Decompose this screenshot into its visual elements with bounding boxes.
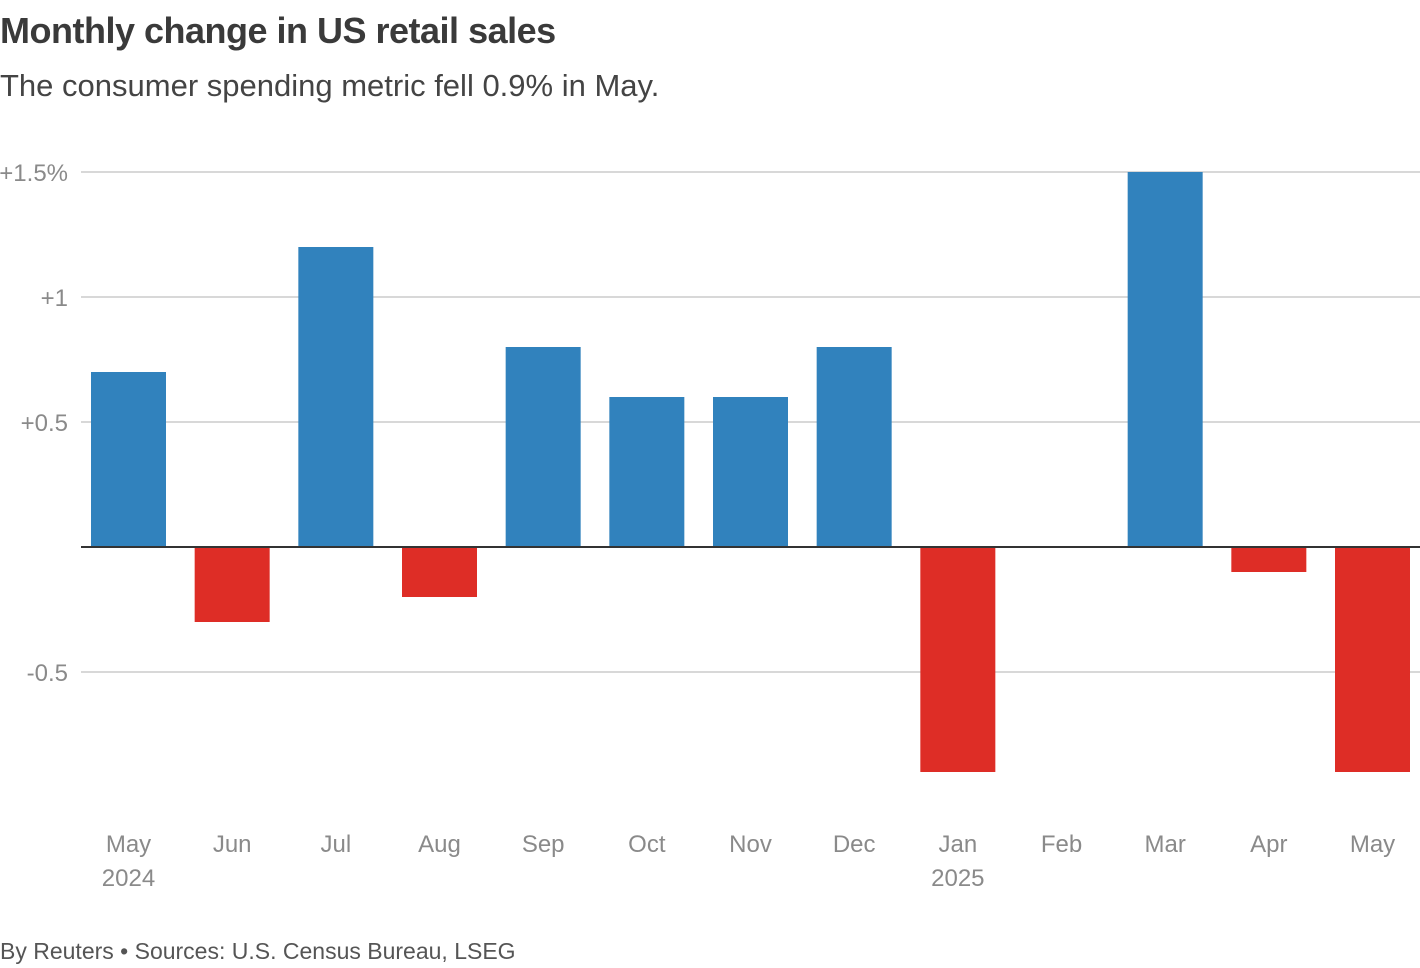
bar <box>1127 172 1203 547</box>
x-tick-label: Jun <box>213 831 252 858</box>
bar <box>91 372 166 547</box>
bar <box>1231 547 1307 572</box>
x-tick-label: Aug <box>418 831 461 858</box>
x-tick-label: Sep <box>522 831 565 858</box>
x-tick-label: Apr <box>1250 831 1287 858</box>
bar <box>298 247 374 547</box>
x-tick-label: Feb <box>1041 831 1082 858</box>
y-tick-label: +1 <box>41 285 68 312</box>
x-tick-label: Dec <box>833 831 876 858</box>
x-tick-label: 2024 <box>102 865 155 892</box>
bar <box>713 397 788 547</box>
x-tick-label: Nov <box>729 831 772 858</box>
bar <box>920 547 996 772</box>
x-tick-label: May <box>1350 831 1395 858</box>
y-tick-label: +0.5 <box>21 410 68 437</box>
x-tick-label: May <box>106 831 151 858</box>
x-tick-label: Mar <box>1144 831 1185 858</box>
x-tick-label: Jan <box>938 831 977 858</box>
y-tick-label: -0.5 <box>27 660 68 687</box>
source-footer: By Reuters • Sources: U.S. Census Bureau… <box>0 938 516 964</box>
bar <box>402 547 477 597</box>
x-tick-label: 2025 <box>931 865 984 892</box>
x-tick-label: Jul <box>320 831 351 858</box>
bar <box>505 347 581 547</box>
chart-title: Monthly change in US retail sales <box>0 10 556 51</box>
chart-subtitle: The consumer spending metric fell 0.9% i… <box>0 68 660 103</box>
bar <box>816 347 892 547</box>
bar <box>609 397 685 547</box>
x-tick-label: Oct <box>628 831 666 858</box>
bar <box>1335 547 1410 772</box>
y-tick-label: +1.5% <box>0 160 68 187</box>
bar <box>194 547 270 622</box>
